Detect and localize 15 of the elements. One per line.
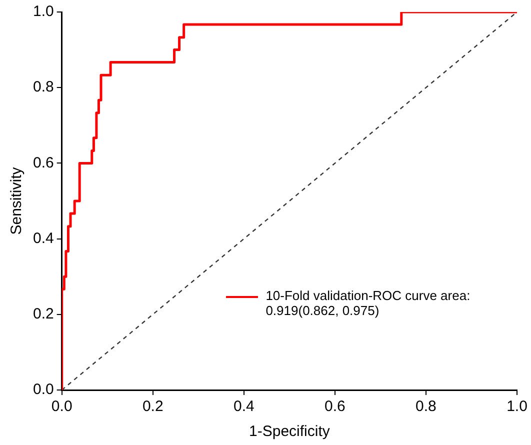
y-tick-label: 0.0 [32,381,54,398]
x-axis-title: 1-Specificity [248,423,330,440]
legend-label: 10-Fold validation-ROC curve area: 0.919(0.862, 0.975) [266,288,470,318]
x-tick-label: 0.8 [416,398,436,416]
x-tick-label: 1.0 [506,398,528,416]
x-tick-label: 0.2 [142,398,164,416]
y-tick-label: 0.8 [32,78,54,96]
y-tick-label: 0.2 [32,306,54,323]
y-tick-label: 0.4 [32,230,54,247]
x-tick-label: 0.4 [233,398,254,416]
y-axis-title: Sensitivity [8,166,26,235]
y-tick-label: 0.6 [32,154,54,172]
y-tick-label: 1.0 [32,3,54,20]
x-tick-label: 0.0 [51,398,72,416]
x-tick-label: 0.6 [324,398,346,416]
